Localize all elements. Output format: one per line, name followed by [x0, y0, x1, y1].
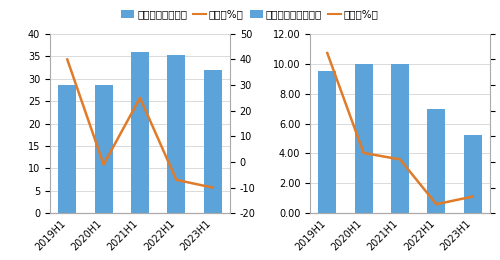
Legend: 营业收入（亿元）, 同比（%）, 归母净利润（亿元）, 同比（%）: 营业收入（亿元）, 同比（%）, 归母净利润（亿元）, 同比（%）: [117, 5, 383, 24]
Bar: [58, 85, 76, 213]
Bar: [428, 109, 446, 213]
Bar: [131, 52, 149, 213]
Bar: [94, 85, 112, 213]
Bar: [204, 70, 222, 213]
Bar: [464, 135, 482, 213]
Bar: [391, 64, 409, 213]
Bar: [318, 71, 336, 213]
Bar: [168, 55, 186, 213]
Bar: [354, 64, 372, 213]
